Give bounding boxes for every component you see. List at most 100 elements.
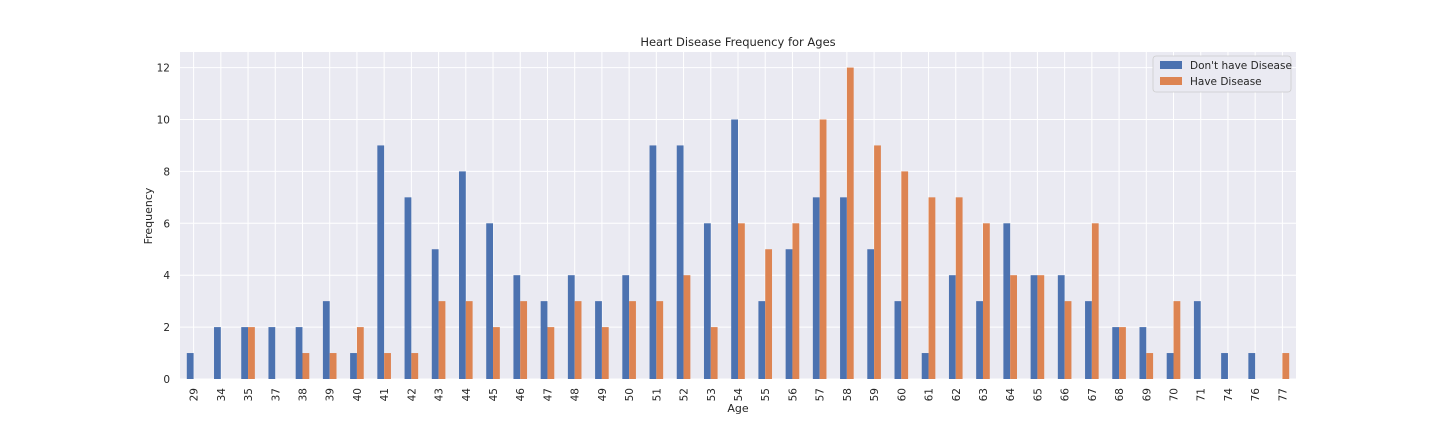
x-tick-label: 64 — [1005, 388, 1017, 402]
legend: Don't have Disease Have Disease — [1152, 55, 1292, 93]
bar-disease — [547, 327, 555, 379]
bar-no-disease — [1057, 275, 1065, 379]
bar-disease — [601, 327, 609, 379]
bar-disease — [982, 223, 990, 379]
x-tick-label: 74 — [1223, 388, 1235, 402]
x-tick-label: 70 — [1169, 388, 1181, 401]
x-tick-label: 56 — [787, 388, 799, 402]
x-tick-label: 29 — [189, 388, 201, 401]
bar-disease — [629, 301, 636, 379]
bar-disease — [438, 301, 446, 379]
x-tick-label: 46 — [515, 388, 527, 402]
bar-no-disease — [595, 301, 602, 379]
bar-no-disease — [758, 301, 766, 379]
y-axis-ticks: 0 2 4 6 8 10 12 — [157, 63, 171, 386]
legend-label-disease: Have Disease — [1190, 76, 1262, 88]
bar-disease — [1064, 301, 1072, 379]
x-tick-label: 52 — [679, 388, 691, 401]
bar-disease — [1282, 353, 1290, 379]
x-tick-label: 41 — [379, 388, 391, 401]
x-tick-label: 54 — [733, 388, 745, 402]
x-tick-label: 48 — [570, 388, 582, 401]
bar-disease — [248, 327, 255, 379]
bar-no-disease — [894, 301, 902, 379]
bar-no-disease — [948, 275, 956, 379]
bar-no-disease — [840, 197, 847, 379]
bar-disease — [520, 301, 528, 379]
bar-no-disease — [567, 275, 575, 379]
x-tick-label: 65 — [1032, 388, 1044, 401]
bar-disease — [656, 301, 664, 379]
x-tick-label: 35 — [243, 388, 255, 401]
x-tick-label: 47 — [542, 388, 554, 401]
x-tick-label: 53 — [706, 388, 718, 401]
bar-disease — [574, 301, 582, 379]
chart-title: Heart Disease Frequency for Ages — [640, 35, 835, 49]
x-tick-label: 37 — [270, 388, 282, 401]
legend-swatch-disease — [1160, 77, 1182, 85]
x-tick-label: 69 — [1141, 388, 1153, 401]
bar-no-disease — [1193, 301, 1201, 379]
bar-disease — [1146, 353, 1154, 379]
x-tick-label: 58 — [842, 388, 854, 401]
x-tick-label: 38 — [297, 388, 309, 401]
bar-no-disease — [186, 353, 194, 379]
bar-disease — [493, 327, 500, 379]
bar-no-disease — [731, 119, 738, 379]
bar-disease — [846, 67, 854, 380]
bar-no-disease — [1003, 223, 1011, 379]
x-tick-label: 63 — [978, 388, 990, 401]
x-tick-label: 71 — [1196, 388, 1208, 401]
legend-box — [1152, 55, 1292, 93]
bar-disease — [1119, 327, 1126, 379]
bar-disease — [874, 145, 881, 379]
bar-disease — [683, 275, 691, 379]
x-tick-label: 60 — [896, 388, 908, 401]
bar-disease — [465, 301, 473, 379]
bar-disease — [955, 197, 963, 379]
x-tick-label: 51 — [651, 388, 663, 401]
x-tick-label: 67 — [1087, 388, 1099, 401]
bar-no-disease — [486, 223, 494, 379]
bar-no-disease — [513, 275, 521, 379]
x-tick-label: 44 — [461, 388, 473, 402]
x-tick-label: 68 — [1114, 388, 1126, 401]
x-tick-label: 59 — [869, 388, 881, 401]
legend-swatch-no-disease — [1160, 61, 1182, 69]
bar-disease — [1010, 275, 1017, 379]
y-tick-label: 2 — [163, 322, 170, 334]
bar-disease — [901, 171, 909, 379]
x-tick-label: 61 — [924, 388, 936, 401]
x-tick-label: 49 — [597, 388, 609, 401]
y-tick-label: 4 — [163, 270, 170, 282]
y-axis-label: Frequency — [142, 187, 155, 244]
bar-no-disease — [404, 197, 412, 379]
y-tick-label: 10 — [157, 114, 170, 126]
bar-disease — [411, 353, 419, 379]
bar-no-disease — [976, 301, 983, 379]
x-tick-label: 42 — [406, 388, 418, 401]
legend-label-no-disease: Don't have Disease — [1190, 60, 1292, 72]
bar-no-disease — [649, 145, 657, 379]
bar-no-disease — [622, 275, 630, 379]
bar-no-disease — [214, 327, 221, 379]
bar-disease — [765, 249, 773, 379]
bar-no-disease — [1139, 327, 1147, 379]
bar-disease — [792, 223, 800, 379]
x-tick-label: 34 — [216, 388, 228, 402]
y-tick-label: 6 — [163, 218, 170, 230]
bar-no-disease — [268, 327, 276, 379]
bar-no-disease — [350, 353, 357, 379]
bar-no-disease — [1085, 301, 1092, 379]
bar-no-disease — [459, 171, 466, 379]
x-tick-label: 77 — [1277, 388, 1289, 401]
bar-no-disease — [703, 223, 711, 379]
bar-disease — [710, 327, 718, 379]
x-tick-label: 66 — [1060, 388, 1072, 402]
x-tick-label: 40 — [352, 388, 364, 401]
x-axis-label: Age — [727, 402, 749, 415]
x-tick-label: 43 — [434, 388, 446, 401]
bar-disease — [384, 353, 391, 379]
bar-disease — [1037, 275, 1045, 379]
bar-disease — [302, 353, 310, 379]
